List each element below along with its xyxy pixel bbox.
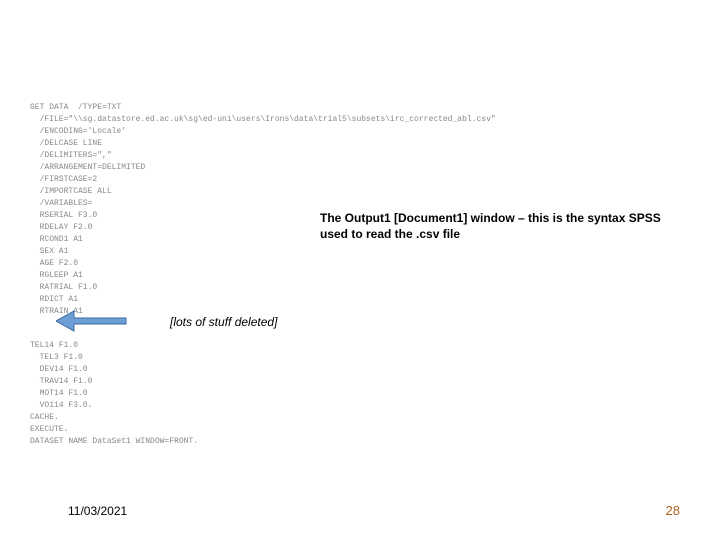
spss-syntax-lower: TEL14 F1.0 TEL3 F1.0 DEV14 F1.0 TRAV14 F…	[30, 340, 198, 448]
footer-date: 11/03/2021	[68, 504, 127, 518]
arrow-left-icon	[56, 310, 134, 332]
annotation-main: The Output1 [Document1] window – this is…	[320, 210, 680, 242]
arrow-shape	[56, 311, 126, 331]
annotation-deleted: [lots of stuff deleted]	[170, 315, 277, 329]
footer-page-number: 28	[666, 503, 680, 518]
